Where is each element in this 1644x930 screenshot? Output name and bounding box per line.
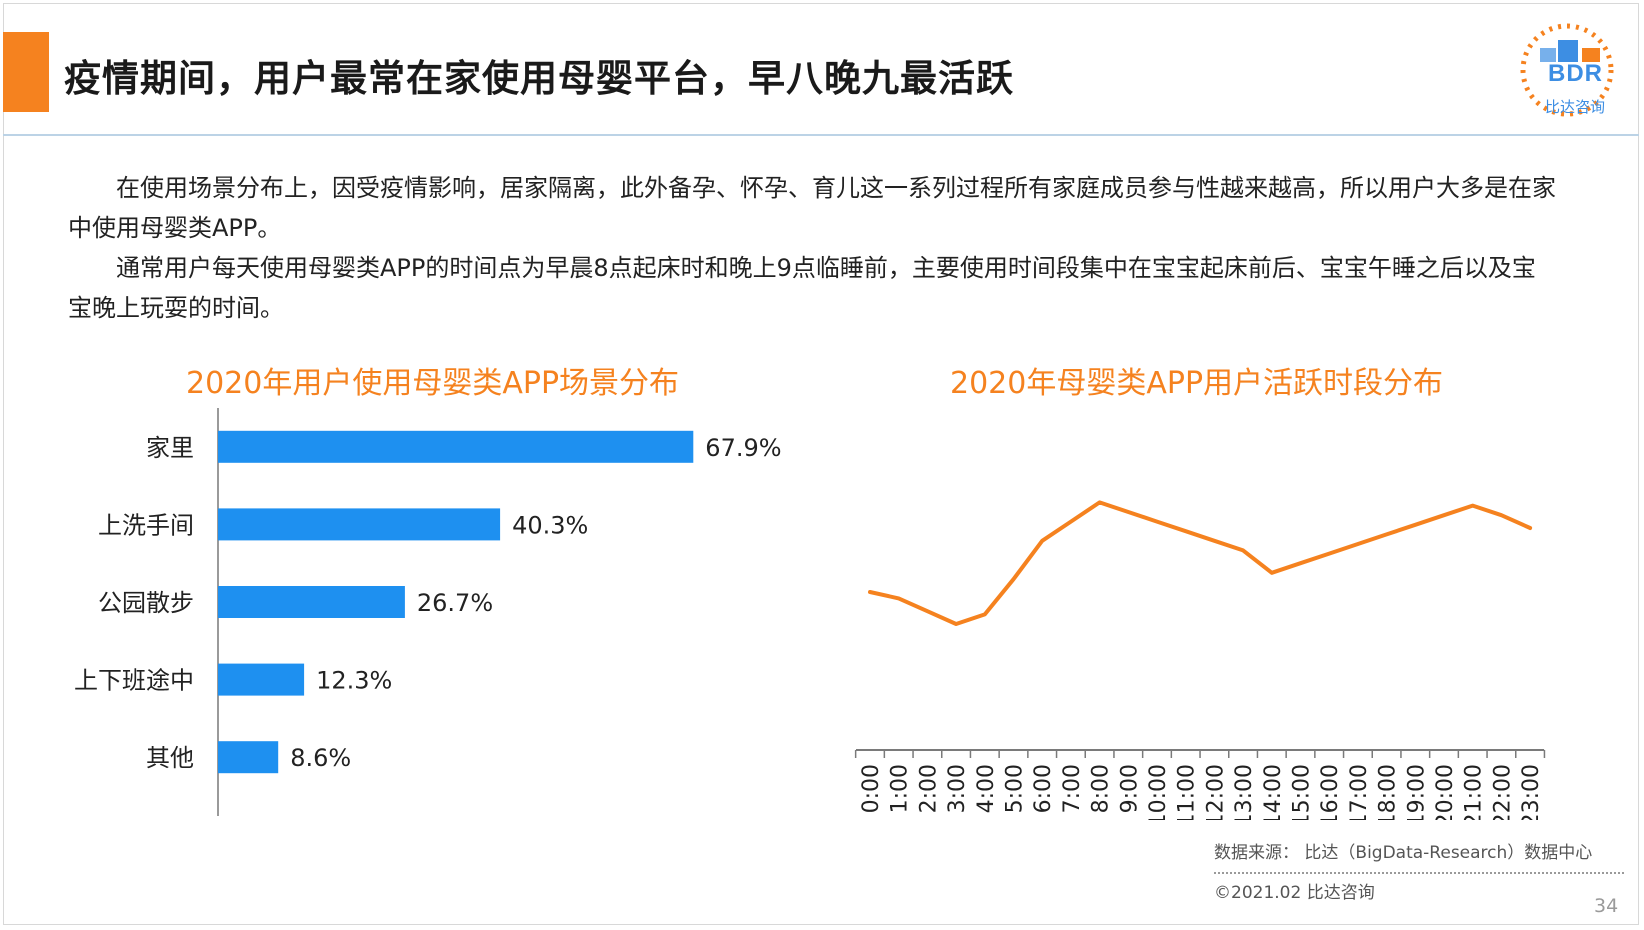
line-x-tick-label: 12:00	[1203, 764, 1228, 820]
line-chart: 0:00 1:00 2:00 3:00 4:00 5:00 6:00 7:00 8:00 9:00…	[854, 500, 1546, 820]
title-divider	[3, 134, 1639, 136]
line-x-tick-label: 9:00	[1117, 764, 1142, 813]
page-title: 疫情期间，用户最常在家使用母婴平台，早八晚九最活跃	[64, 57, 1014, 100]
bar-1	[218, 508, 501, 541]
line-x-tick-label: 20:00	[1433, 764, 1458, 820]
line-x-tick-label: 15:00	[1290, 764, 1315, 820]
title-accent-bar	[3, 32, 49, 112]
bar-3	[218, 663, 305, 696]
logo-text: BDR	[1548, 60, 1603, 87]
bar-category-label: 家里	[146, 434, 194, 462]
line-x-tick-label: 19:00	[1404, 764, 1429, 820]
line-chart-title: 2020年母婴类APP用户活跃时段分布	[950, 366, 1444, 401]
bar-4	[218, 741, 279, 774]
bar-chart-title: 2020年用户使用母婴类APP场景分布	[186, 366, 680, 401]
line-x-tick-label: 2:00	[916, 764, 941, 813]
intro-paragraph-2: 通常用户每天使用母婴类APP的时间点为早晨8点起床时和晚上9点临睡前，主要使用时…	[68, 254, 1536, 322]
bar-value-label: 26.7%	[417, 589, 493, 617]
intro-paragraph-1: 在使用场景分布上，因受疫情影响，居家隔离，此外备孕、怀孕、育儿这一系列过程所有家…	[68, 174, 1556, 242]
line-x-tick-label: 7:00	[1060, 764, 1085, 813]
line-series-activity	[868, 500, 1533, 626]
line-x-tick-label: 23:00	[1519, 764, 1544, 820]
bar-category-label: 上下班途中	[74, 667, 194, 695]
bar-category-label: 公园散步	[98, 589, 194, 617]
line-x-tick-label: 4:00	[974, 764, 999, 813]
copyright: ©2021.02 比达咨询	[1214, 883, 1375, 903]
bar-2	[218, 586, 405, 618]
line-x-tick-label: 10:00	[1146, 764, 1171, 820]
line-x-tick-label: 18:00	[1376, 764, 1401, 820]
line-x-tick-label: 17:00	[1347, 764, 1372, 820]
bar-chart: 家里 67.9% 上洗手间 40.3% 公园散步 26.7% 上下班途中 12.3% 其他 8.6…	[74, 408, 782, 816]
bar-value-label: 40.3%	[512, 511, 588, 539]
line-x-tick-label: 21:00	[1462, 764, 1487, 820]
line-x-tick-label: 14:00	[1261, 764, 1286, 820]
bar-category-label: 其他	[146, 744, 194, 772]
line-x-tick-label: 11:00	[1175, 764, 1200, 820]
line-x-tick-label: 22:00	[1490, 764, 1515, 820]
slide-frame	[3, 3, 1639, 925]
bar-0	[218, 430, 694, 463]
line-x-tick-label: 16:00	[1318, 764, 1343, 820]
line-x-tick-label: 1:00	[888, 764, 913, 813]
page-number: 34	[1594, 895, 1619, 917]
bdr-logo-icon	[1520, 23, 1614, 117]
line-x-tick-label: 13:00	[1232, 764, 1257, 820]
bar-category-label: 上洗手间	[98, 511, 194, 539]
bar-value-label: 67.9%	[705, 434, 781, 462]
line-x-tick-label: 6:00	[1031, 764, 1056, 813]
bar-value-label: 12.3%	[316, 667, 392, 695]
line-x-tick-label: 5:00	[1003, 764, 1028, 813]
line-x-tick-label: 8:00	[1089, 764, 1114, 813]
bar-value-label: 8.6%	[290, 744, 351, 772]
intro-text: 在使用场景分布上，因受疫情影响，居家隔离，此外备孕、怀孕、育儿这一系列过程所有家…	[68, 168, 1558, 328]
data-source: 数据来源： 比达（BigData-Research）数据中心	[1214, 843, 1593, 863]
source-divider	[1214, 872, 1624, 874]
line-x-tick-label: 0:00	[859, 764, 884, 813]
logo-subtitle: 比达咨询	[1545, 98, 1606, 116]
line-x-tick-label: 3:00	[945, 764, 970, 813]
